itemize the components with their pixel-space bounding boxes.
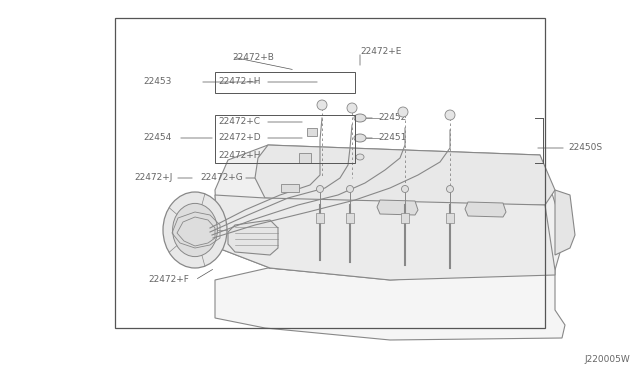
- Ellipse shape: [401, 186, 408, 192]
- Ellipse shape: [398, 107, 408, 117]
- Text: 22401: 22401: [398, 193, 426, 202]
- Polygon shape: [377, 200, 418, 215]
- Bar: [307, 128, 317, 136]
- Polygon shape: [465, 202, 506, 217]
- Ellipse shape: [317, 100, 327, 110]
- Text: 22454: 22454: [143, 134, 172, 142]
- Polygon shape: [215, 195, 555, 280]
- Bar: [215, 115, 355, 163]
- Text: 22452: 22452: [378, 113, 406, 122]
- Text: J220005W: J220005W: [584, 355, 630, 364]
- Text: 22472+G: 22472+G: [200, 173, 243, 183]
- Bar: [115, 18, 545, 328]
- Text: 22472+C: 22472+C: [218, 118, 260, 126]
- Bar: [401, 213, 409, 223]
- Text: 22451: 22451: [378, 134, 406, 142]
- Text: 22472+B: 22472+B: [232, 52, 274, 61]
- Ellipse shape: [445, 110, 455, 120]
- Text: 22450S: 22450S: [568, 144, 602, 153]
- Ellipse shape: [354, 134, 366, 142]
- Text: 22472+E: 22472+E: [360, 48, 401, 57]
- Bar: [215, 72, 355, 93]
- Ellipse shape: [354, 114, 366, 122]
- Bar: [446, 213, 454, 223]
- Polygon shape: [555, 190, 575, 255]
- Ellipse shape: [356, 154, 364, 160]
- Ellipse shape: [346, 186, 353, 192]
- Ellipse shape: [347, 103, 357, 113]
- Text: 22472+H: 22472+H: [218, 151, 260, 160]
- Ellipse shape: [447, 186, 454, 192]
- Polygon shape: [255, 145, 555, 205]
- Bar: [281, 184, 299, 192]
- Polygon shape: [215, 268, 565, 340]
- Polygon shape: [215, 145, 565, 280]
- Text: 22472+G: 22472+G: [390, 153, 433, 161]
- Bar: [346, 213, 354, 223]
- Bar: [316, 213, 324, 223]
- Text: 22472+F: 22472+F: [148, 276, 189, 285]
- Ellipse shape: [317, 186, 323, 192]
- Ellipse shape: [173, 203, 218, 257]
- Bar: [299, 153, 311, 163]
- Text: 22472+J: 22472+J: [134, 173, 172, 183]
- Text: 22453: 22453: [143, 77, 172, 87]
- Text: 22472+D: 22472+D: [218, 134, 260, 142]
- Text: 22472+H: 22472+H: [218, 77, 260, 87]
- Polygon shape: [228, 220, 278, 255]
- Ellipse shape: [163, 192, 227, 268]
